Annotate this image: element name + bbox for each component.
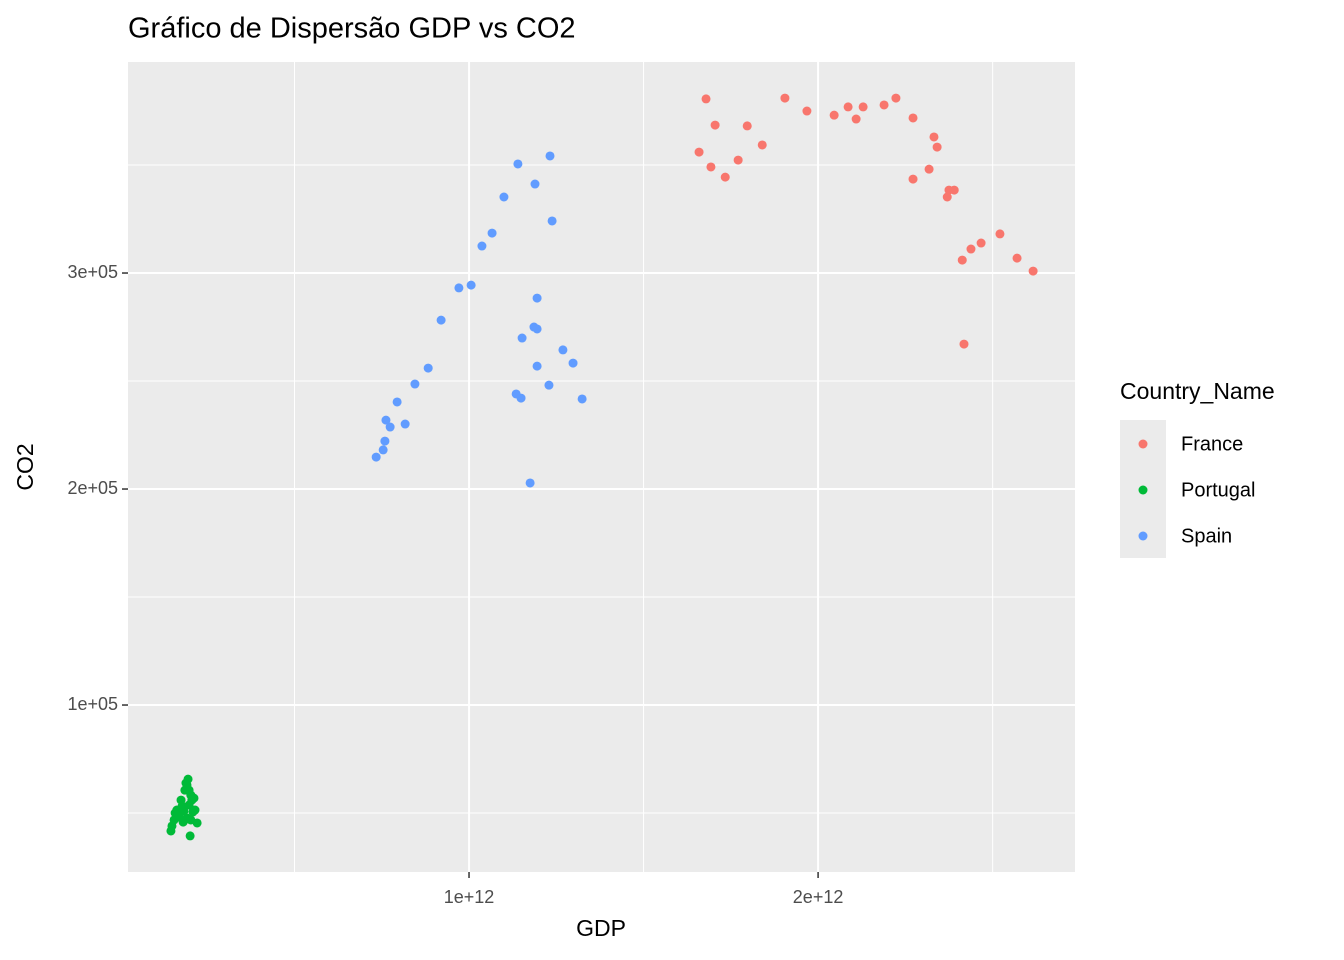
point (516, 393, 526, 403)
point (891, 93, 901, 103)
legend-key (1138, 531, 1148, 541)
point (942, 192, 952, 202)
point (477, 241, 487, 251)
x-tick-label: 1e+12 (444, 887, 495, 907)
point (733, 155, 743, 165)
x-axis-title: GDP (576, 915, 626, 941)
point (957, 255, 967, 265)
y-axis-title: CO2 (12, 443, 38, 490)
point (924, 164, 934, 174)
panel (128, 62, 1075, 872)
point (568, 358, 578, 368)
point (499, 192, 509, 202)
point (525, 478, 535, 488)
chart-title: Gráfico de Dispersão GDP vs CO2 (128, 13, 576, 45)
point (976, 238, 986, 248)
point (517, 333, 527, 343)
legend-label: Portugal (1181, 479, 1256, 501)
point (182, 780, 192, 790)
point (780, 93, 790, 103)
point (706, 162, 716, 172)
x-tick-label: 2e+12 (793, 887, 844, 907)
y-tick-label: 2e+05 (67, 478, 118, 498)
point (959, 339, 969, 349)
point (190, 805, 200, 815)
point (371, 452, 381, 462)
point (908, 113, 918, 123)
legend-key (1138, 485, 1148, 495)
point (487, 228, 497, 238)
point (381, 415, 391, 425)
point (380, 436, 390, 446)
point (436, 315, 446, 325)
point (851, 114, 861, 124)
point (378, 445, 388, 455)
point (385, 422, 395, 432)
point (710, 120, 720, 130)
y-tick-label: 1e+05 (67, 694, 118, 714)
legend-label: France (1181, 433, 1243, 455)
point (545, 151, 555, 161)
point (192, 818, 202, 828)
legend-label: Spain (1181, 525, 1232, 547)
point (802, 106, 812, 116)
point (400, 419, 410, 429)
point (1028, 266, 1038, 276)
point (513, 159, 523, 169)
point (720, 172, 730, 182)
point (829, 110, 839, 120)
point (454, 283, 464, 293)
point (966, 244, 976, 254)
point (701, 94, 711, 104)
legend: France Portugal Spain (1120, 420, 1256, 558)
grid (122, 62, 1075, 878)
point (532, 361, 542, 371)
point (995, 229, 1005, 239)
point (757, 140, 767, 150)
point (742, 121, 752, 131)
point (858, 102, 868, 112)
point (843, 102, 853, 112)
point (879, 100, 889, 110)
point (577, 394, 587, 404)
point (547, 216, 557, 226)
point (1012, 253, 1022, 263)
point (558, 345, 568, 355)
y-tick-label: 3e+05 (67, 262, 118, 282)
legend-key (1138, 439, 1148, 449)
legend-title: Country_Name (1120, 378, 1275, 404)
point (177, 801, 187, 811)
point (694, 147, 704, 157)
point (532, 293, 542, 303)
point (932, 142, 942, 152)
point (410, 379, 420, 389)
point (189, 793, 199, 803)
point (423, 363, 433, 373)
point (532, 324, 542, 334)
point (530, 179, 540, 189)
point (185, 831, 195, 841)
point (466, 280, 476, 290)
point (929, 132, 939, 142)
point (544, 380, 554, 390)
point (908, 174, 918, 184)
point (392, 397, 402, 407)
point (949, 185, 959, 195)
points (166, 93, 1038, 841)
